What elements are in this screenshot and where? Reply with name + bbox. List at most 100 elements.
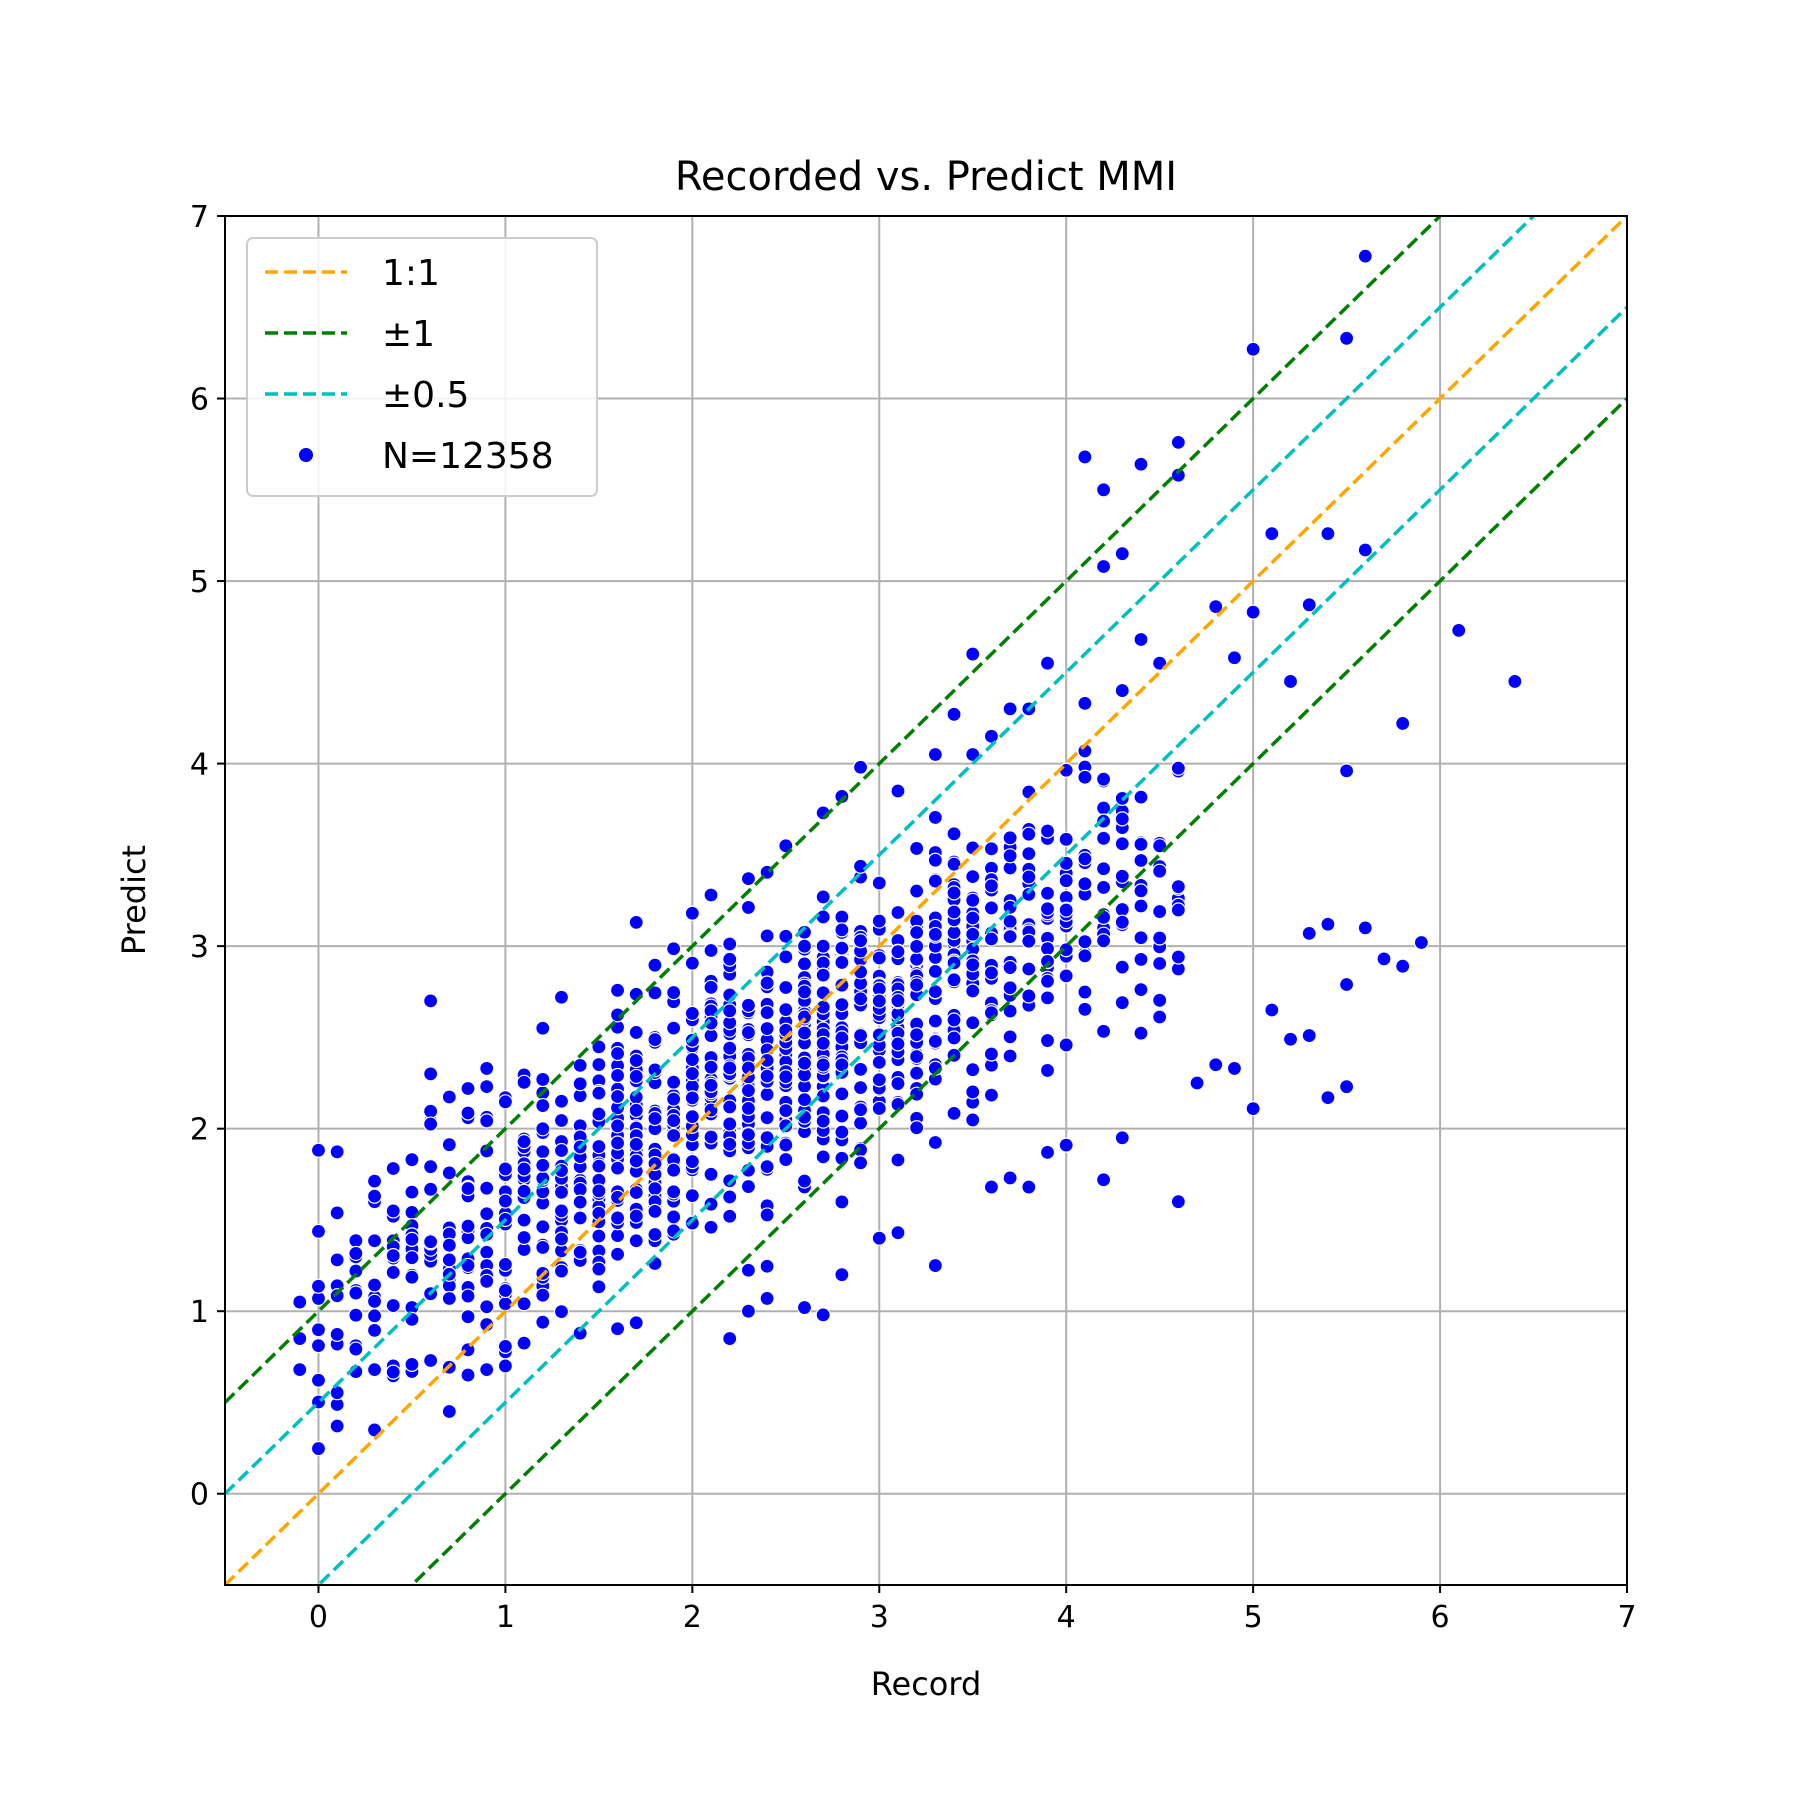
scatter-point xyxy=(366,1322,383,1338)
scatter-point xyxy=(609,1088,626,1105)
scatter-point xyxy=(1170,1194,1186,1210)
scatter-point xyxy=(965,926,981,942)
scatter-point xyxy=(1226,650,1243,666)
scatter-point xyxy=(460,1180,476,1197)
scatter-point xyxy=(909,1027,925,1043)
scatter-point xyxy=(684,1188,700,1204)
scatter-point xyxy=(759,1207,775,1223)
scatter-point xyxy=(1058,942,1074,958)
scatter-point xyxy=(591,1279,607,1295)
scatter-point xyxy=(1245,1100,1261,1117)
scatter-point xyxy=(385,1248,401,1264)
scatter-point xyxy=(1152,955,1168,972)
scatter-point xyxy=(628,1052,644,1069)
scatter-point xyxy=(909,924,925,941)
scatter-point xyxy=(1002,848,1018,864)
scatter-point xyxy=(796,1025,813,1041)
scatter-point xyxy=(946,972,962,988)
scatter-point xyxy=(1077,934,1093,950)
scatter-point xyxy=(591,1138,607,1155)
scatter-point xyxy=(965,892,981,908)
scatter-point xyxy=(666,984,682,1001)
scatter-point xyxy=(871,1054,887,1071)
scatter-point xyxy=(553,1303,570,1320)
scatter-point xyxy=(1077,851,1093,867)
scatter-point xyxy=(572,1194,588,1210)
scatter-point xyxy=(666,1127,682,1144)
scatter-point xyxy=(535,1219,551,1235)
scatter-point xyxy=(609,1118,626,1134)
scatter-point xyxy=(1114,682,1130,699)
y-tick-label: 4 xyxy=(190,748,209,783)
scatter-point xyxy=(348,1285,364,1301)
reference-line xyxy=(225,216,1537,1495)
scatter-point xyxy=(796,938,813,954)
scatter-point xyxy=(1077,769,1093,785)
scatter-point xyxy=(479,1113,495,1129)
x-tick-label: 3 xyxy=(870,1600,889,1635)
scatter-point xyxy=(647,1031,663,1048)
scatter-point xyxy=(703,1059,719,1075)
scatter-point xyxy=(703,1129,719,1145)
scatter-point xyxy=(1039,1032,1056,1049)
scatter-point xyxy=(703,1028,719,1044)
scatter-point xyxy=(890,1075,906,1092)
scatter-point xyxy=(609,1135,626,1151)
scatter-point xyxy=(1095,482,1112,498)
scatter-point xyxy=(628,1184,644,1201)
scatter-point xyxy=(778,949,794,965)
scatter-point xyxy=(572,1057,588,1073)
scatter-point xyxy=(1021,845,1037,862)
scatter-point xyxy=(591,1158,607,1174)
scatter-point xyxy=(479,1143,495,1159)
scatter-point xyxy=(628,1068,644,1085)
scatter-point xyxy=(890,904,906,921)
scatter-point xyxy=(909,938,925,955)
scatter-point xyxy=(703,1015,719,1031)
scatter-point xyxy=(404,1184,420,1200)
scatter-point xyxy=(591,1039,607,1055)
scatter-point xyxy=(834,1267,850,1283)
scatter-point xyxy=(1226,1060,1243,1077)
scatter-point xyxy=(572,1210,588,1226)
scatter-point xyxy=(292,1294,308,1310)
scatter-point xyxy=(1095,1172,1112,1188)
scatter-point xyxy=(609,1007,626,1023)
scatter-point xyxy=(983,1179,1000,1195)
scatter-point xyxy=(666,1209,682,1225)
scatter-point xyxy=(1039,901,1056,917)
scatter-point xyxy=(479,1180,495,1196)
scatter-point xyxy=(1282,673,1299,690)
scatter-point xyxy=(647,1110,663,1127)
legend: 1:1 ±1 ±0.5 N=12358 xyxy=(246,237,598,497)
scatter-point xyxy=(1058,1037,1074,1053)
scatter-point xyxy=(983,965,1000,981)
scatter-point xyxy=(834,1108,850,1124)
scatter-point xyxy=(740,899,757,916)
scatter-point xyxy=(796,1173,813,1189)
scatter-point xyxy=(909,951,925,967)
scatter-point xyxy=(1002,1048,1018,1064)
scatter-point xyxy=(871,950,887,966)
scatter-point xyxy=(1058,831,1074,847)
scatter-point xyxy=(1021,869,1037,885)
scatter-point xyxy=(647,1181,663,1197)
scatter-point xyxy=(890,1036,906,1052)
scatter-point xyxy=(1095,1023,1112,1039)
scatter-point xyxy=(553,1184,570,1200)
scatter-point xyxy=(983,841,1000,857)
scatter-point xyxy=(778,1137,794,1153)
scatter-point xyxy=(778,979,794,996)
scatter-point xyxy=(909,977,925,993)
scatter-point xyxy=(553,989,570,1005)
scatter-point xyxy=(516,1161,532,1177)
scatter-point xyxy=(1133,951,1149,968)
scatter-point xyxy=(834,954,850,971)
scatter-point xyxy=(815,1088,831,1104)
scatter-point xyxy=(703,1077,719,1093)
scatter-point xyxy=(965,646,981,662)
scatter-point xyxy=(310,1142,327,1158)
scatter-point xyxy=(497,1282,513,1299)
scatter-point xyxy=(647,1203,663,1219)
